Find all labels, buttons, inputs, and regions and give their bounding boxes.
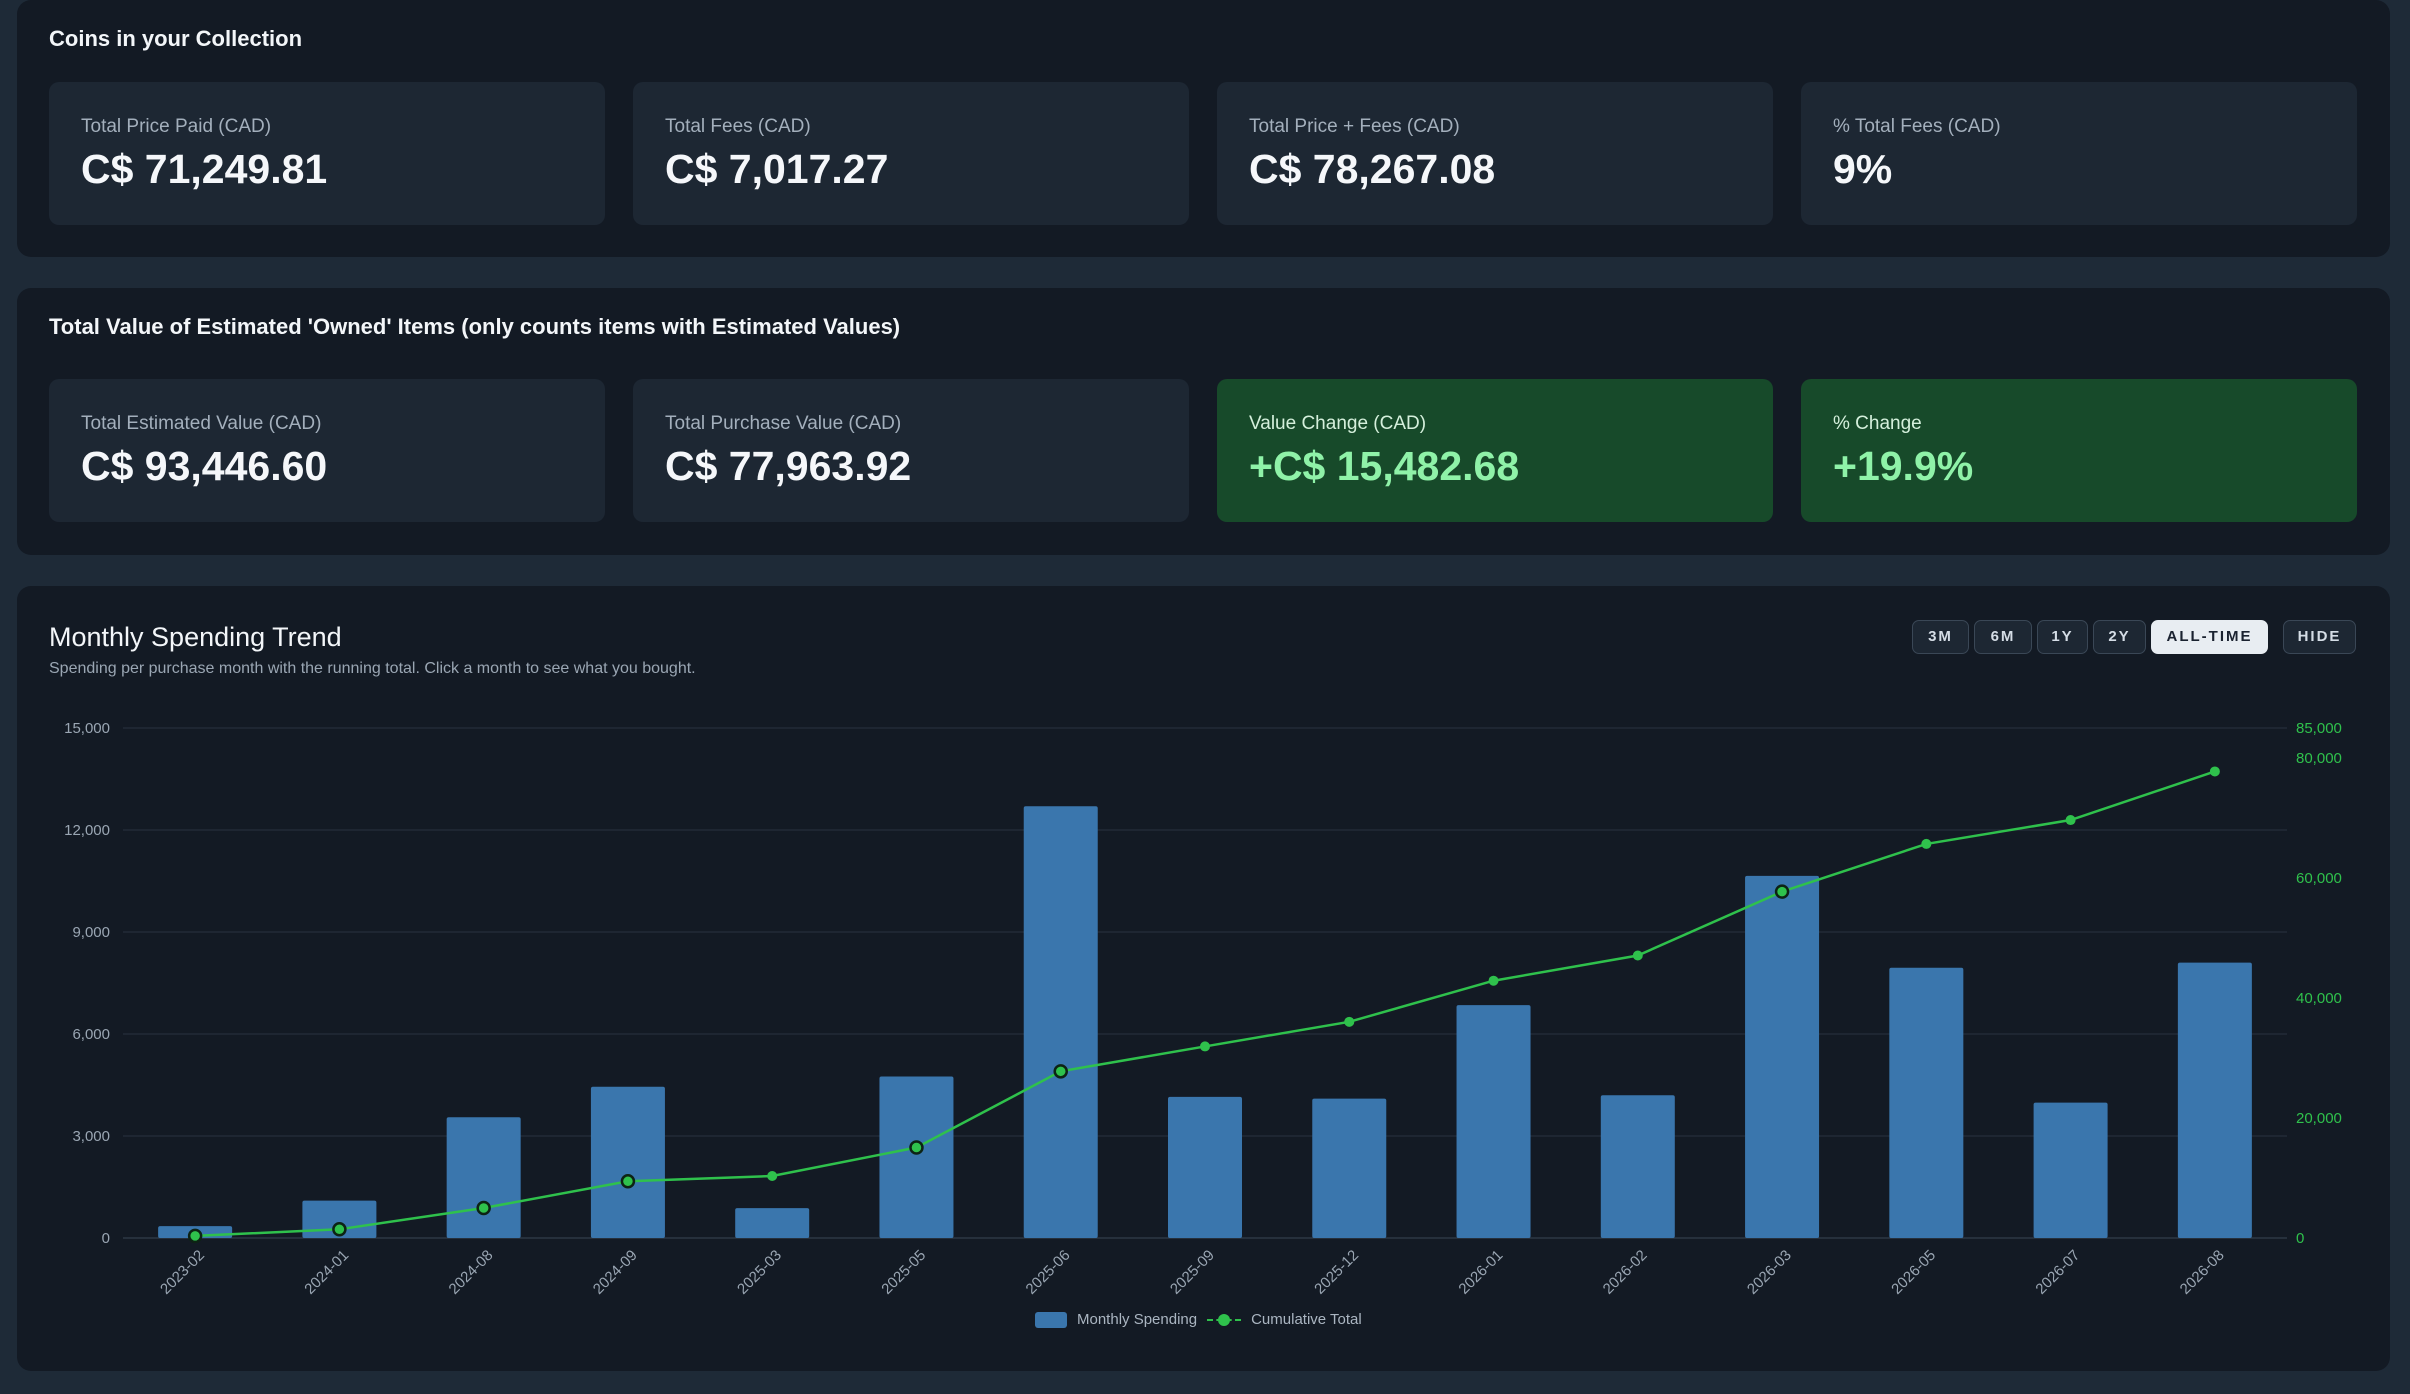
trend-title: Monthly Spending Trend bbox=[49, 622, 342, 652]
right-axis-tick-label: 0 bbox=[2296, 1230, 2304, 1247]
spending-bar-2025-12[interactable] bbox=[1312, 1098, 1387, 1238]
range-button-6m[interactable]: 6M bbox=[1974, 620, 2032, 654]
card-label: Total Price Paid (CAD) bbox=[81, 116, 272, 137]
cumulative-point-2026-07 bbox=[2065, 815, 2076, 826]
x-axis-tick-label: 2026-01 bbox=[1455, 1247, 1506, 1298]
legend-bars-label: Monthly Spending bbox=[1077, 1311, 1198, 1328]
range-button-all-time[interactable]: ALL-TIME bbox=[2151, 620, 2268, 654]
x-axis-tick-label: 2025-09 bbox=[1167, 1247, 1218, 1298]
range-button-2y[interactable]: 2Y bbox=[2093, 620, 2146, 654]
card-label: Total Estimated Value (CAD) bbox=[81, 413, 322, 434]
spending-bar-2025-09[interactable] bbox=[1168, 1096, 1242, 1238]
cumulative-point-2024-01 bbox=[332, 1222, 347, 1237]
right-axis-tick-label: 80,000 bbox=[2296, 750, 2342, 767]
cumulative-point-2025-12 bbox=[1344, 1016, 1355, 1027]
card-label: Value Change (CAD) bbox=[1249, 413, 1427, 434]
trend-subtitle: Spending per purchase month with the run… bbox=[49, 660, 696, 677]
left-axis-tick-label: 9,000 bbox=[72, 924, 110, 941]
x-axis-tick-label: 2025-05 bbox=[878, 1247, 929, 1298]
left-axis-tick-label: 0 bbox=[102, 1230, 110, 1247]
left-axis-tick-label: 12,000 bbox=[64, 822, 110, 839]
spending-bar-2025-03[interactable] bbox=[735, 1208, 810, 1238]
card-value: C$ 78,267.08 bbox=[1249, 146, 1496, 192]
legend-line-swatch bbox=[1207, 1312, 1242, 1328]
card-value: +C$ 15,482.68 bbox=[1249, 443, 1520, 489]
cumulative-point-2026-01 bbox=[1488, 975, 1499, 986]
x-axis-tick-label: 2026-07 bbox=[2032, 1247, 2083, 1298]
chart-legend: Monthly Spending Cumulative Total bbox=[1035, 1311, 1362, 1328]
coins-section-title: Coins in your Collection bbox=[49, 26, 303, 51]
card-total-fees: Total Fees (CAD) C$ 7,017.27 bbox=[633, 82, 1189, 225]
cumulative-point-2025-06 bbox=[1053, 1064, 1068, 1079]
owned-section-title: Total Value of Estimated 'Owned' Items (… bbox=[49, 314, 901, 339]
left-axis-tick-label: 6,000 bbox=[72, 1026, 110, 1043]
spending-bar-2024-09[interactable] bbox=[590, 1086, 665, 1238]
x-axis-tick-label: 2024-08 bbox=[446, 1247, 497, 1298]
x-axis-tick-label: 2026-05 bbox=[1888, 1247, 1939, 1298]
spending-bar-2026-07[interactable] bbox=[2033, 1102, 2108, 1238]
x-axis-tick-label: 2026-03 bbox=[1744, 1247, 1795, 1298]
spending-bar-2026-01[interactable] bbox=[1456, 1005, 1531, 1238]
cumulative-point-2023-02 bbox=[187, 1228, 203, 1244]
left-axis-tick-label: 15,000 bbox=[64, 720, 110, 737]
card-label: % Total Fees (CAD) bbox=[1833, 116, 2001, 137]
range-button-1y[interactable]: 1Y bbox=[2037, 620, 2088, 654]
card-label: Total Price + Fees (CAD) bbox=[1249, 116, 1460, 137]
spending-bar-2026-08[interactable] bbox=[2177, 962, 2252, 1238]
card-label: Total Purchase Value (CAD) bbox=[665, 413, 902, 434]
cumulative-point-2026-08 bbox=[2209, 766, 2220, 777]
card-total-purchase-value: Total Purchase Value (CAD) C$ 77,963.92 bbox=[633, 379, 1189, 522]
cumulative-point-2024-09 bbox=[620, 1174, 636, 1189]
spending-bar-2025-06[interactable] bbox=[1023, 806, 1098, 1238]
spending-bar-2024-08[interactable] bbox=[446, 1117, 521, 1238]
coins-summary-section: Coins in your Collection Total Price Pai… bbox=[17, 0, 2390, 257]
x-axis-tick-label: 2025-03 bbox=[734, 1247, 785, 1298]
cumulative-point-2024-08 bbox=[476, 1200, 491, 1216]
card-percent-total-fees: % Total Fees (CAD) 9% bbox=[1801, 82, 2357, 225]
cumulative-point-2025-03 bbox=[767, 1171, 778, 1182]
x-axis-tick-label: 2026-08 bbox=[2177, 1247, 2228, 1298]
legend-line-label: Cumulative Total bbox=[1251, 1311, 1362, 1328]
card-value: C$ 77,963.92 bbox=[665, 443, 912, 489]
card-value: C$ 7,017.27 bbox=[665, 146, 889, 192]
card-value: 9% bbox=[1833, 146, 1893, 192]
spending-bar-2026-02[interactable] bbox=[1600, 1095, 1675, 1238]
card-total-price-paid: Total Price Paid (CAD) C$ 71,249.81 bbox=[49, 82, 605, 225]
cumulative-point-2025-09 bbox=[1200, 1041, 1210, 1052]
cumulative-point-2026-03 bbox=[1774, 884, 1790, 899]
spending-bar-2025-05[interactable] bbox=[879, 1076, 954, 1239]
spending-bar-2026-03[interactable] bbox=[1745, 875, 1820, 1238]
right-axis-tick-label: 60,000 bbox=[2296, 870, 2342, 887]
card-total-price-plus-fees: Total Price + Fees (CAD) C$ 78,267.08 bbox=[1217, 82, 1773, 225]
x-axis-tick-label: 2024-09 bbox=[590, 1247, 641, 1298]
spending-bar-2026-05[interactable] bbox=[1889, 967, 1964, 1238]
card-label: % Change bbox=[1833, 413, 1922, 434]
card-value-change: Value Change (CAD) +C$ 15,482.68 bbox=[1217, 379, 1773, 522]
x-axis-tick-label: 2025-12 bbox=[1311, 1247, 1362, 1298]
spending-bar-2024-01[interactable] bbox=[302, 1200, 377, 1238]
card-label: Total Fees (CAD) bbox=[665, 116, 811, 137]
left-axis-tick-label: 3,000 bbox=[72, 1128, 110, 1145]
card-percent-change: % Change +19.9% bbox=[1801, 379, 2357, 522]
cumulative-point-2025-05 bbox=[909, 1140, 924, 1155]
x-axis-tick-label: 2025-06 bbox=[1023, 1247, 1074, 1298]
x-axis-tick-label: 2026-02 bbox=[1600, 1247, 1651, 1298]
right-axis-tick-label: 85,000 bbox=[2296, 720, 2342, 737]
spending-chart: 0 3,000 6,000 9,000 12,000 15,000 0 20,000 40,00… bbox=[64, 720, 2342, 1298]
owned-value-section: Total Value of Estimated 'Owned' Items (… bbox=[17, 288, 2390, 555]
x-axis-tick-label: 2024-01 bbox=[301, 1247, 352, 1298]
card-value: +19.9% bbox=[1833, 443, 1974, 489]
card-value: C$ 93,446.60 bbox=[81, 443, 328, 489]
monthly-spending-trend-section: Monthly Spending Trend Spending per purc… bbox=[17, 586, 2390, 1371]
hide-chart-button[interactable]: HIDE bbox=[2283, 620, 2356, 654]
range-button-3m[interactable]: 3M bbox=[1912, 620, 1969, 654]
cumulative-point-2026-05 bbox=[1921, 838, 1932, 849]
card-total-estimated-value: Total Estimated Value (CAD) C$ 93,446.60 bbox=[49, 379, 605, 522]
x-axis-tick-label: 2023-02 bbox=[157, 1247, 208, 1298]
right-axis-tick-label: 40,000 bbox=[2296, 990, 2342, 1007]
right-axis-tick-label: 20,000 bbox=[2296, 1110, 2342, 1127]
legend-bar-swatch bbox=[1035, 1311, 1067, 1328]
cumulative-point-2026-02 bbox=[1632, 950, 1643, 961]
card-value: C$ 71,249.81 bbox=[81, 146, 328, 192]
